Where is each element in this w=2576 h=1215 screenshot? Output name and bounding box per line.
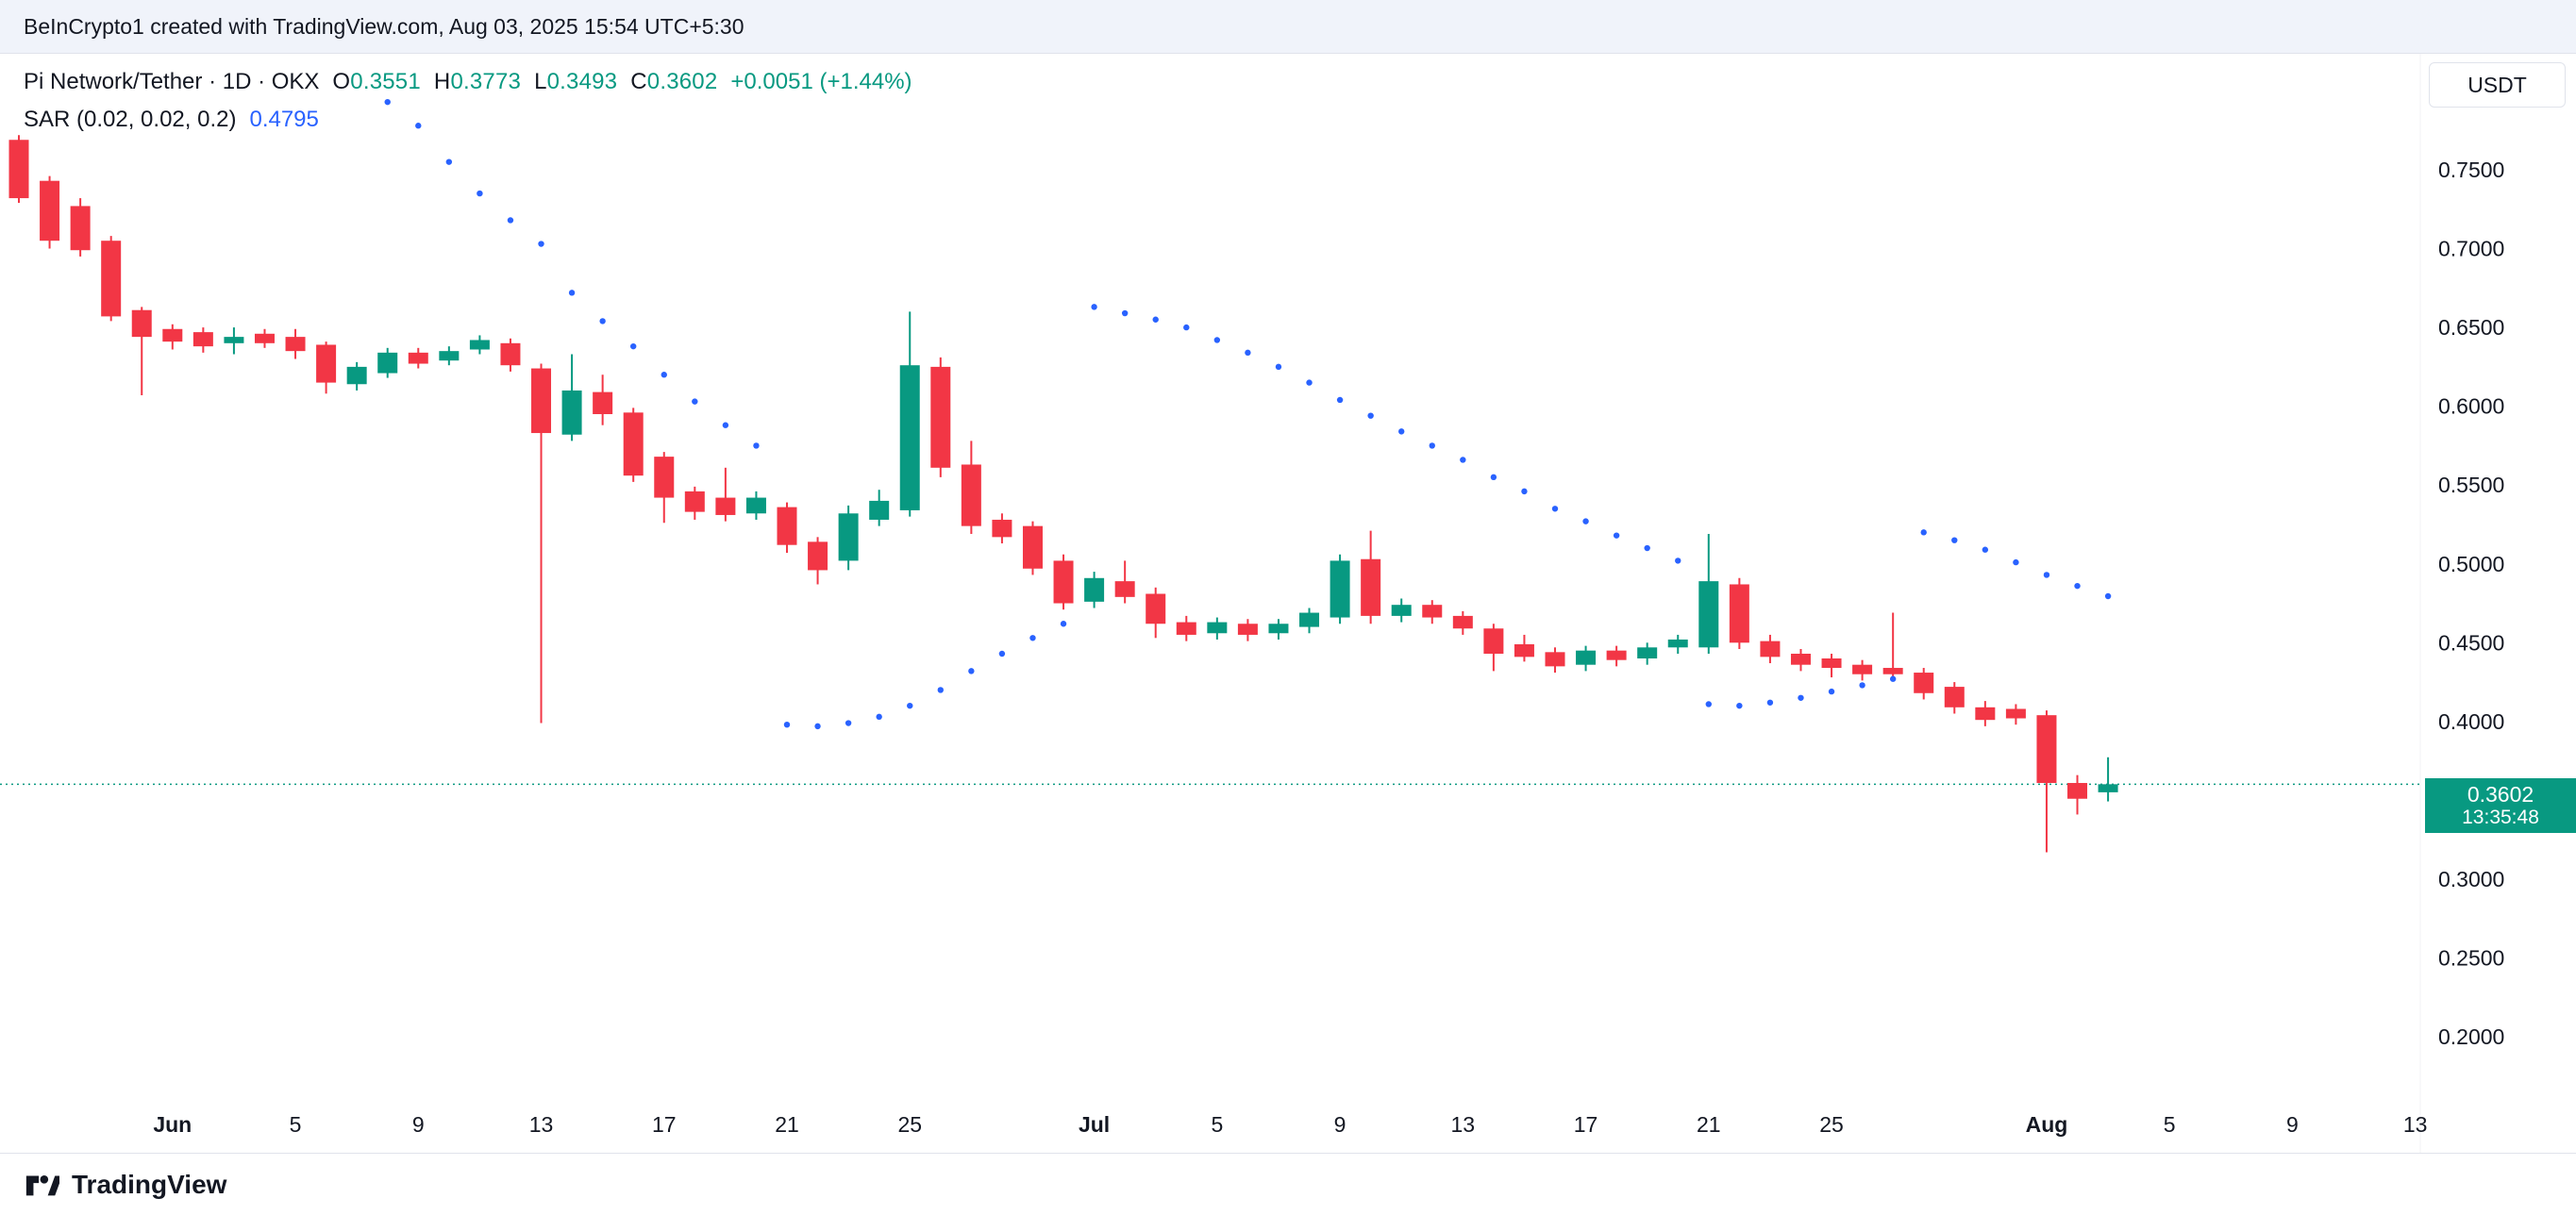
- indicator-value: 0.4795: [249, 107, 319, 132]
- svg-text:0.4500: 0.4500: [2438, 630, 2504, 655]
- indicator-legend[interactable]: SAR (0.02, 0.02, 0.2) 0.4795: [24, 107, 319, 133]
- time-axis-labels[interactable]: Jun 5 9 13 17 21 25 Jul 5 9 13 17 21 25 Aug 5 9 13: [153, 1112, 2427, 1137]
- sar-dots-layer: [384, 98, 2112, 730]
- candlestick-chart-canvas[interactable]: 0.7500 0.7000 0.6500 0.6000 0.5500 0.5000 0.45…: [0, 54, 2576, 1153]
- svg-text:0.2000: 0.2000: [2438, 1024, 2504, 1049]
- svg-text:21: 21: [775, 1112, 799, 1137]
- svg-text:0.7000: 0.7000: [2438, 237, 2504, 261]
- svg-text:0.7500: 0.7500: [2438, 158, 2504, 182]
- svg-text:13: 13: [1451, 1112, 1476, 1137]
- ohlc-close: C0.3602: [630, 69, 718, 94]
- symbol-legend[interactable]: Pi Network/Tether · 1D · OKX O0.3551 H0.…: [24, 69, 912, 95]
- svg-text:0.6500: 0.6500: [2438, 315, 2504, 340]
- ohlc-high: H0.3773: [433, 69, 522, 94]
- currency-toggle-button[interactable]: USDT: [2429, 62, 2566, 108]
- footer-bar: TradingView: [0, 1153, 2576, 1215]
- symbol-title[interactable]: Pi Network/Tether · 1D · OKX: [24, 69, 320, 94]
- svg-text:Jun: Jun: [153, 1112, 192, 1137]
- svg-text:Jul: Jul: [1079, 1112, 1110, 1137]
- tradingview-logo-icon[interactable]: [24, 1167, 59, 1203]
- svg-text:0.5000: 0.5000: [2438, 552, 2504, 576]
- svg-text:17: 17: [1574, 1112, 1598, 1137]
- svg-text:25: 25: [897, 1112, 922, 1137]
- price-change: +0.0051 (+1.44%): [730, 69, 912, 94]
- svg-text:5: 5: [2164, 1112, 2176, 1137]
- svg-text:0.4000: 0.4000: [2438, 709, 2504, 734]
- ohlc-low: L0.3493: [534, 69, 618, 94]
- price-axis-labels[interactable]: 0.7500 0.7000 0.6500 0.6000 0.5500 0.5000 0.45…: [2438, 158, 2504, 1049]
- bar-countdown: 13:35:48: [2462, 807, 2539, 829]
- svg-text:5: 5: [1211, 1112, 1223, 1137]
- candles-layer: [8, 135, 2118, 853]
- svg-text:25: 25: [1819, 1112, 1844, 1137]
- svg-text:5: 5: [290, 1112, 302, 1137]
- svg-text:Aug: Aug: [2026, 1112, 2068, 1137]
- last-price-badge: 0.3602 13:35:48: [2425, 778, 2576, 833]
- svg-text:13: 13: [529, 1112, 554, 1137]
- attribution-text: BeInCrypto1 created with TradingView.com…: [24, 13, 744, 39]
- svg-text:21: 21: [1697, 1112, 1721, 1137]
- chart-area: 0.7500 0.7000 0.6500 0.6000 0.5500 0.5000 0.45…: [0, 54, 2576, 1153]
- svg-text:0.3000: 0.3000: [2438, 867, 2504, 891]
- last-price-value: 0.3602: [2467, 781, 2534, 807]
- tradingview-brand-text[interactable]: TradingView: [72, 1169, 227, 1199]
- svg-text:9: 9: [1334, 1112, 1347, 1137]
- svg-text:0.6000: 0.6000: [2438, 394, 2504, 419]
- ohlc-open: O0.3551: [332, 69, 421, 94]
- svg-text:9: 9: [2286, 1112, 2299, 1137]
- svg-text:0.5500: 0.5500: [2438, 473, 2504, 497]
- indicator-name[interactable]: SAR (0.02, 0.02, 0.2): [24, 107, 237, 132]
- svg-text:0.2500: 0.2500: [2438, 946, 2504, 971]
- svg-text:17: 17: [652, 1112, 677, 1137]
- svg-text:13: 13: [2403, 1112, 2428, 1137]
- attribution-bar: BeInCrypto1 created with TradingView.com…: [0, 0, 2576, 54]
- svg-text:9: 9: [412, 1112, 425, 1137]
